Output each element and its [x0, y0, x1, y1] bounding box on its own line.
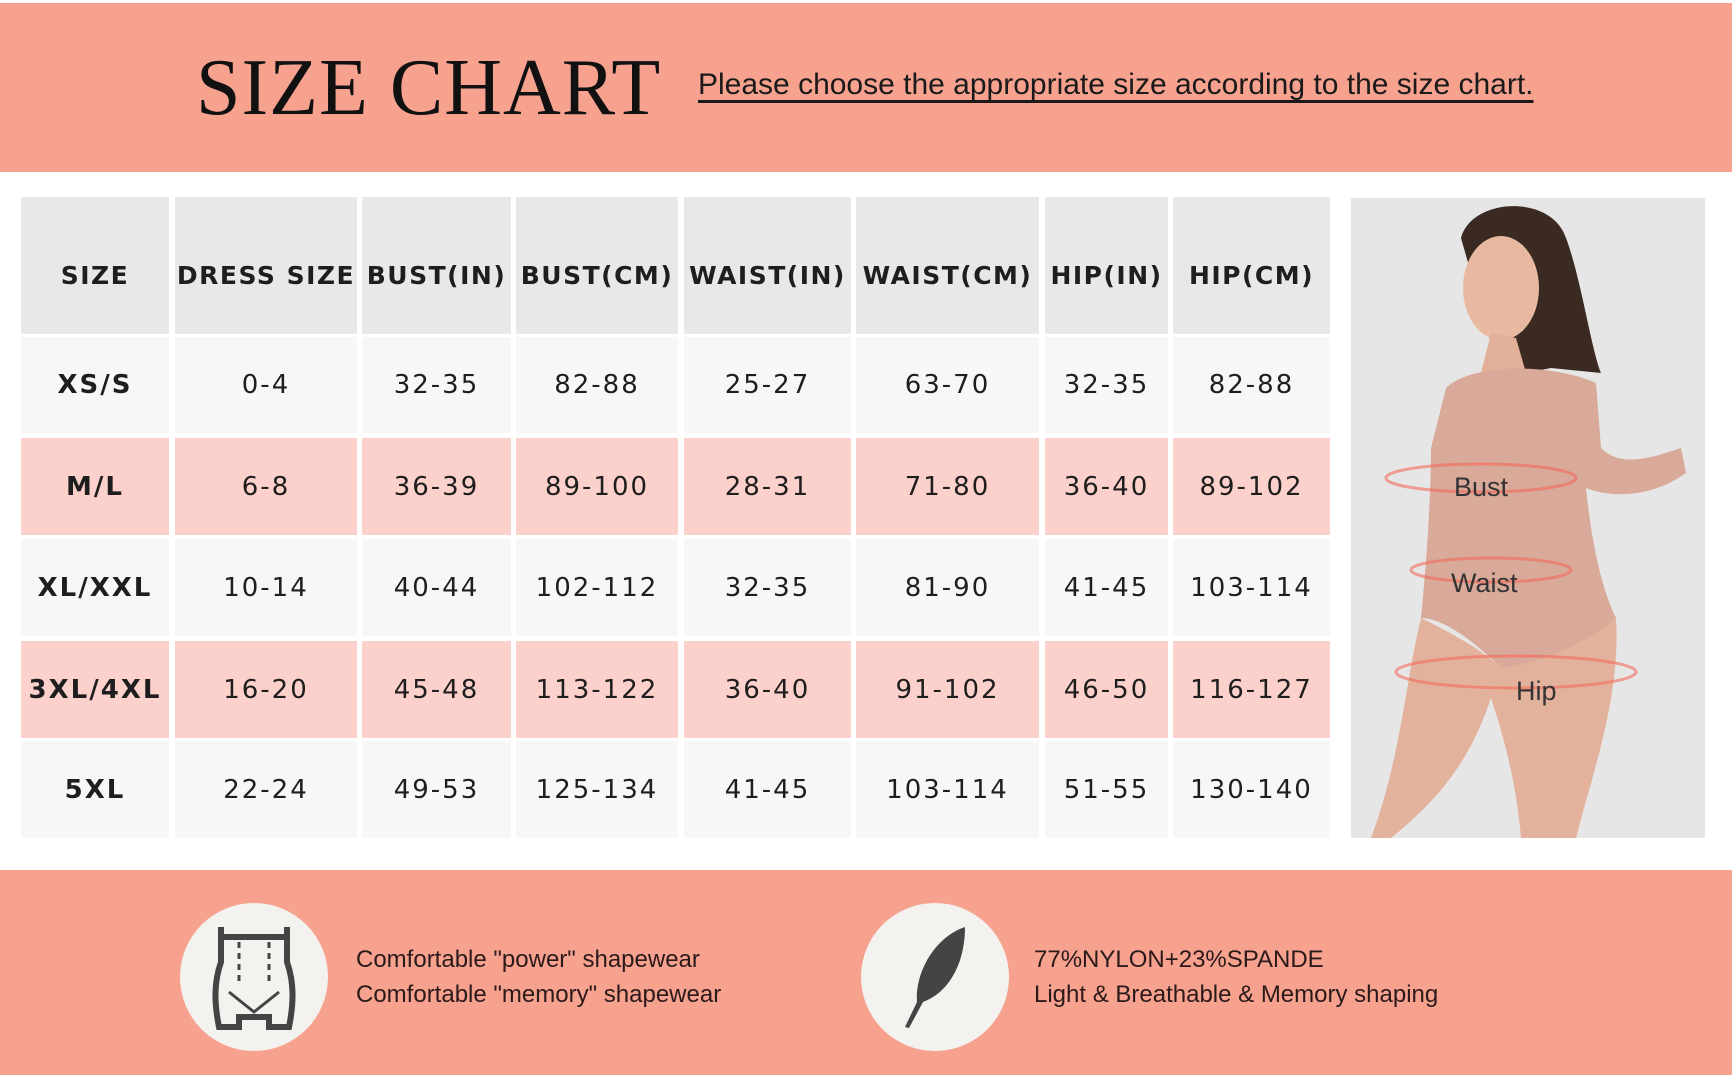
- feature-text-2: 77%NYLON+23%SPANDE Light & Breathable & …: [1034, 942, 1438, 1012]
- size-label-cell: 5XL: [21, 741, 169, 838]
- feature-line: Light & Breathable & Memory shaping: [1034, 981, 1439, 1008]
- table-cell: 40-44: [362, 539, 511, 636]
- column-header: WAIST(CM): [856, 197, 1039, 334]
- table-cell: 36-40: [684, 641, 851, 738]
- table-cell: 46-50: [1045, 641, 1168, 738]
- table-cell: 22-24: [175, 741, 357, 838]
- table-cell: 36-39: [362, 438, 511, 535]
- table-cell: 116-127: [1173, 641, 1330, 738]
- table-cell: 125-134: [516, 741, 678, 838]
- table-cell: 102-112: [516, 539, 678, 636]
- table-cell: 41-45: [1045, 539, 1168, 636]
- table-cell: 81-90: [856, 539, 1039, 636]
- table-cell: 51-55: [1045, 741, 1168, 838]
- table-cell: 91-102: [856, 641, 1039, 738]
- column-header: HIP(IN): [1045, 197, 1168, 334]
- column-header: BUST(CM): [516, 197, 678, 334]
- table-cell: 71-80: [856, 438, 1039, 535]
- table-cell: 89-100: [516, 438, 678, 535]
- feather-icon: [861, 903, 1009, 1051]
- table-cell: 0-4: [175, 337, 357, 433]
- table-cell: 89-102: [1173, 438, 1330, 535]
- size-label-cell: 3XL/4XL: [21, 641, 169, 738]
- column-header: DRESS SIZE: [175, 197, 357, 334]
- shapewear-icon: [180, 903, 328, 1051]
- column-header: BUST(IN): [362, 197, 511, 334]
- table-cell: 41-45: [684, 741, 851, 838]
- table-cell: 82-88: [1173, 337, 1330, 433]
- table-cell: 45-48: [362, 641, 511, 738]
- hip-label: Hip: [1516, 676, 1557, 706]
- feature-text-1: Comfortable "power" shapewear Comfortabl…: [356, 942, 721, 1012]
- table-cell: 28-31: [684, 438, 851, 535]
- page-title: SIZE CHART: [196, 44, 662, 132]
- size-label-cell: XS/S: [21, 337, 169, 433]
- table-cell: 25-27: [684, 337, 851, 433]
- table-cell: 49-53: [362, 741, 511, 838]
- waist-label: Waist: [1451, 568, 1518, 598]
- bust-label: Bust: [1454, 472, 1509, 502]
- feature-line: 77%NYLON+23%SPANDE: [1034, 946, 1324, 973]
- table-cell: 103-114: [856, 741, 1039, 838]
- header-banner: SIZE CHART Please choose the appropriate…: [0, 3, 1732, 172]
- footer-banner: Comfortable "power" shapewear Comfortabl…: [0, 870, 1732, 1075]
- model-figure-illustration: [1371, 206, 1686, 838]
- table-cell: 32-35: [684, 539, 851, 636]
- table-cell: 10-14: [175, 539, 357, 636]
- table-cell: 6-8: [175, 438, 357, 535]
- column-header: HIP(CM): [1173, 197, 1330, 334]
- column-header: SIZE: [21, 197, 169, 334]
- size-label-cell: XL/XXL: [21, 539, 169, 636]
- feature-line: Comfortable "memory" shapewear: [356, 981, 722, 1008]
- table-cell: 113-122: [516, 641, 678, 738]
- table-cell: 63-70: [856, 337, 1039, 433]
- subtitle: Please choose the appropriate size accor…: [698, 68, 1534, 101]
- table-cell: 32-35: [1045, 337, 1168, 433]
- table-cell: 82-88: [516, 337, 678, 433]
- column-header: WAIST(IN): [684, 197, 851, 334]
- table-cell: 130-140: [1173, 741, 1330, 838]
- model-photo: Bust Waist Hip: [1351, 198, 1705, 838]
- feature-line: Comfortable "power" shapewear: [356, 946, 700, 973]
- table-cell: 103-114: [1173, 539, 1330, 636]
- table-cell: 16-20: [175, 641, 357, 738]
- size-label-cell: M/L: [21, 438, 169, 535]
- table-cell: 32-35: [362, 337, 511, 433]
- table-cell: 36-40: [1045, 438, 1168, 535]
